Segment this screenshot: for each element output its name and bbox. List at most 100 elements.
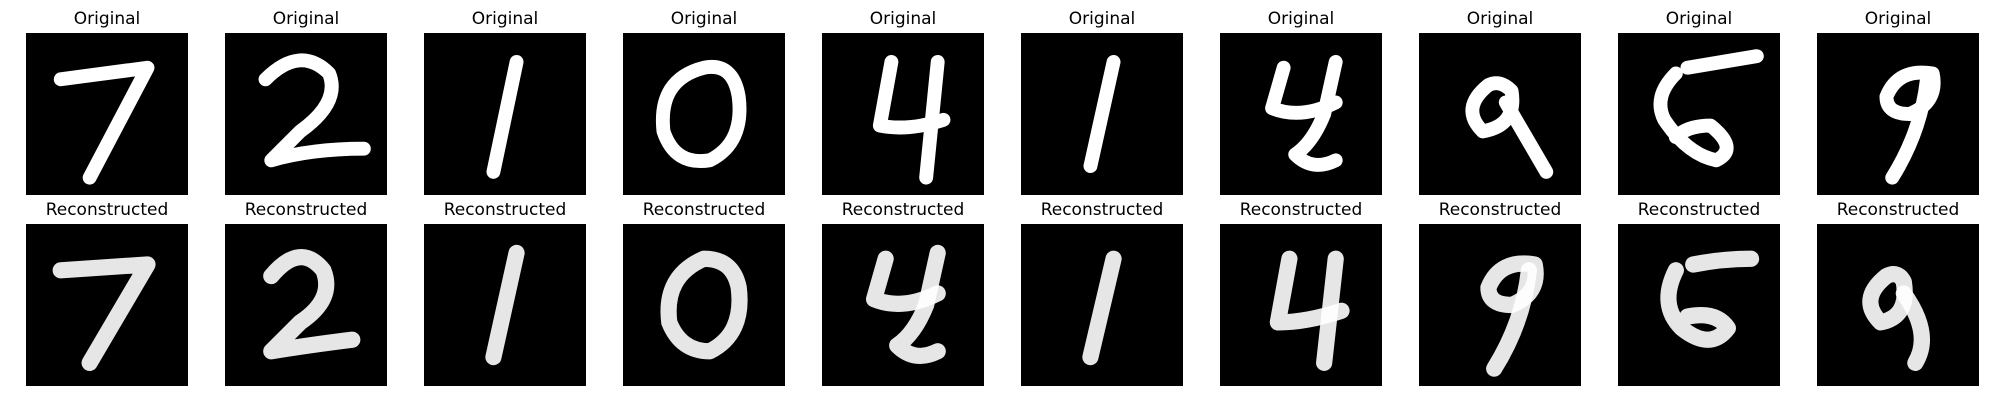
reconstructed-cell: Reconstructed [623, 197, 785, 386]
digit-4-glyph [865, 244, 946, 364]
reconstructed-title: Reconstructed [841, 200, 965, 220]
original-title: Original [272, 9, 340, 29]
reconstructed-title: Reconstructed [1836, 200, 1960, 220]
original-cell: Original [822, 6, 984, 195]
digit-stroke [1316, 250, 1344, 371]
original-title: Original [1466, 9, 1534, 29]
digit-stroke [52, 256, 156, 371]
digit-2-glyph [258, 53, 371, 168]
reconstructed-cell: Reconstructed [1220, 197, 1382, 386]
original-digit-image [623, 33, 785, 195]
reconstructed-title: Reconstructed [1239, 200, 1363, 220]
reconstructed-digit-image [26, 224, 188, 386]
reconstructed-digit-image [225, 224, 387, 386]
original-digit-image [225, 33, 387, 195]
digit-9-glyph [1862, 266, 1930, 371]
digit-2-glyph [263, 249, 361, 360]
digit-stroke [1288, 54, 1343, 172]
original-digit-image [822, 33, 984, 195]
original-title: Original [1665, 9, 1733, 29]
digit-stroke [1680, 49, 1764, 75]
digit-stroke [1862, 266, 1913, 331]
original-cell: Original [26, 6, 188, 195]
original-title: Original [869, 9, 937, 29]
digit-stroke [53, 60, 155, 185]
digit-1-glyph [486, 54, 524, 179]
original-digit-image [1817, 33, 1979, 195]
reconstructed-title: Reconstructed [1637, 200, 1761, 220]
original-title: Original [1864, 9, 1932, 29]
digit-stroke [485, 244, 525, 366]
digit-stroke [486, 54, 524, 179]
reconstructed-cell: Reconstructed [424, 197, 586, 386]
reconstructed-digit-image [1419, 224, 1581, 386]
digit-4-glyph [1265, 54, 1343, 172]
reconstructed-digit-image [1021, 224, 1183, 386]
digit-stroke [1885, 72, 1934, 185]
original-digit-image [1419, 33, 1581, 195]
digit-stroke [1895, 285, 1930, 371]
original-digit-image [26, 33, 188, 195]
digit-stroke [1498, 95, 1554, 179]
original-digit-image [1618, 33, 1780, 195]
digit-stroke [889, 244, 946, 364]
original-title: Original [73, 9, 141, 29]
reconstructed-cell: Reconstructed [1817, 197, 1979, 386]
reconstructed-digit-image [623, 224, 785, 386]
digit-5-glyph [1660, 250, 1760, 348]
original-title: Original [1068, 9, 1136, 29]
original-cell: Original [623, 6, 785, 195]
original-cell: Original [1220, 6, 1382, 195]
digit-stroke [1653, 66, 1734, 168]
reconstructed-title: Reconstructed [642, 200, 766, 220]
reconstructed-digit-image [1618, 224, 1780, 386]
reconstructed-cell: Reconstructed [1021, 197, 1183, 386]
digit-5-glyph [1653, 49, 1764, 168]
digit-stroke [263, 249, 361, 360]
reconstructed-title: Reconstructed [1438, 200, 1562, 220]
digit-stroke [1685, 250, 1760, 273]
digit-4-glyph [872, 54, 951, 185]
reconstructed-digit-image [1220, 224, 1382, 386]
reconstructed-title: Reconstructed [443, 200, 567, 220]
digit-4-glyph [1269, 250, 1350, 371]
original-cell: Original [1817, 6, 1979, 195]
digit-0-glyph [655, 59, 747, 169]
digit-0-glyph [660, 250, 748, 360]
digit-stroke [919, 54, 945, 185]
original-cell: Original [1618, 6, 1780, 195]
reconstructed-cell: Reconstructed [26, 197, 188, 386]
digit-7-glyph [52, 256, 156, 371]
reconstructed-cell: Reconstructed [822, 197, 984, 386]
original-title: Original [670, 9, 738, 29]
original-cell: Original [225, 6, 387, 195]
reconstructed-cell: Reconstructed [1618, 197, 1780, 386]
digit-stroke [1082, 250, 1122, 366]
digit-7-glyph [53, 60, 155, 185]
original-title: Original [471, 9, 539, 29]
original-cell: Original [1419, 6, 1581, 195]
digit-stroke [1486, 262, 1538, 377]
digit-stroke [1083, 54, 1121, 174]
digit-9-glyph [1465, 76, 1554, 179]
original-cell: Original [1021, 6, 1183, 195]
original-cell: Original [424, 6, 586, 195]
digit-1-glyph [1083, 54, 1121, 174]
original-digit-image [1220, 33, 1382, 195]
reconstructed-cell: Reconstructed [225, 197, 387, 386]
reconstructed-cell: Reconstructed [1419, 197, 1581, 386]
reconstructed-digit-image [1817, 224, 1979, 386]
digit-stroke [655, 59, 747, 169]
digit-1-glyph [485, 244, 525, 366]
digit-9-glyph [1480, 255, 1544, 377]
reconstructed-digit-image [424, 224, 586, 386]
reconstructed-title: Reconstructed [244, 200, 368, 220]
original-digit-image [424, 33, 586, 195]
digit-stroke [258, 53, 371, 168]
reconstructed-title: Reconstructed [45, 200, 169, 220]
reconstructed-title: Reconstructed [1040, 200, 1164, 220]
original-digit-image [1021, 33, 1183, 195]
reconstructed-digit-image [822, 224, 984, 386]
digit-stroke [660, 250, 748, 360]
